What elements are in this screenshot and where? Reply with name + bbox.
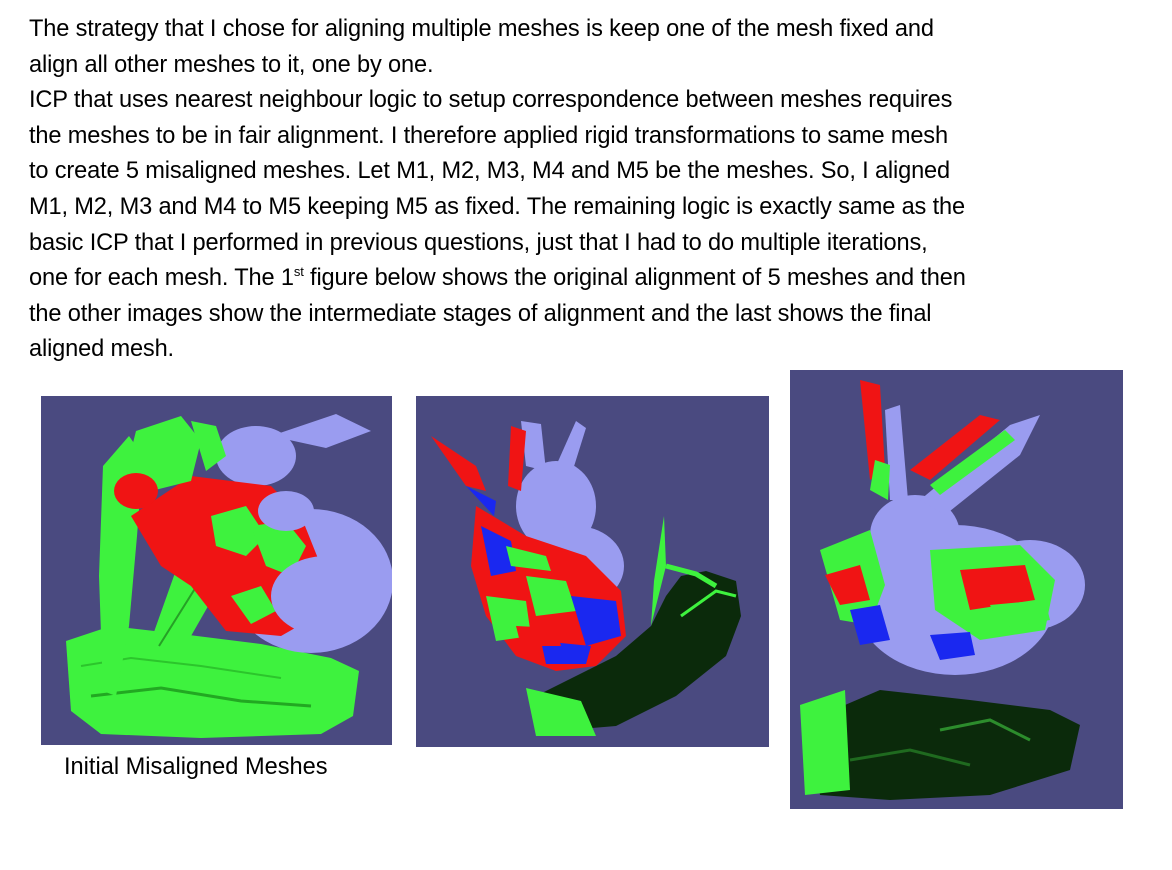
paragraph-line: ICP that uses nearest neighbour logic to… (29, 87, 953, 114)
paragraph-text: one for each mesh. The 1 (29, 265, 294, 292)
paragraph-line: The strategy that I chose for aligning m… (29, 16, 934, 42)
mesh-render-2 (416, 396, 769, 747)
figure-initial-misaligned (41, 396, 392, 745)
mesh-render-3 (790, 370, 1123, 809)
paragraph-line: aligned mesh. (29, 336, 174, 363)
ordinal-superscript: st (293, 264, 304, 280)
figure-final-aligned (790, 370, 1123, 809)
paragraph-line: the meshes to be in fair alignment. I th… (29, 122, 948, 149)
paragraph-text: figure below shows the original alignmen… (303, 265, 966, 292)
mesh-render-1 (41, 396, 392, 745)
paragraph-line: basic ICP that I performed in previous q… (29, 229, 928, 256)
figure-caption: Initial Misaligned Meshes (64, 754, 328, 780)
description-paragraph: The strategy that I chose for aligning m… (29, 12, 1139, 368)
paragraph-line: one for each mesh. The 1st figure below … (29, 261, 1139, 297)
figure-intermediate-alignment (416, 396, 769, 747)
paragraph-line: M1, M2, M3 and M4 to M5 keeping M5 as fi… (29, 193, 965, 220)
paragraph-line: the other images show the intermediate s… (29, 300, 932, 327)
paragraph-line: to create 5 misaligned meshes. Let M1, M… (29, 158, 950, 185)
paragraph-line: align all other meshes to it, one by one… (29, 51, 434, 78)
